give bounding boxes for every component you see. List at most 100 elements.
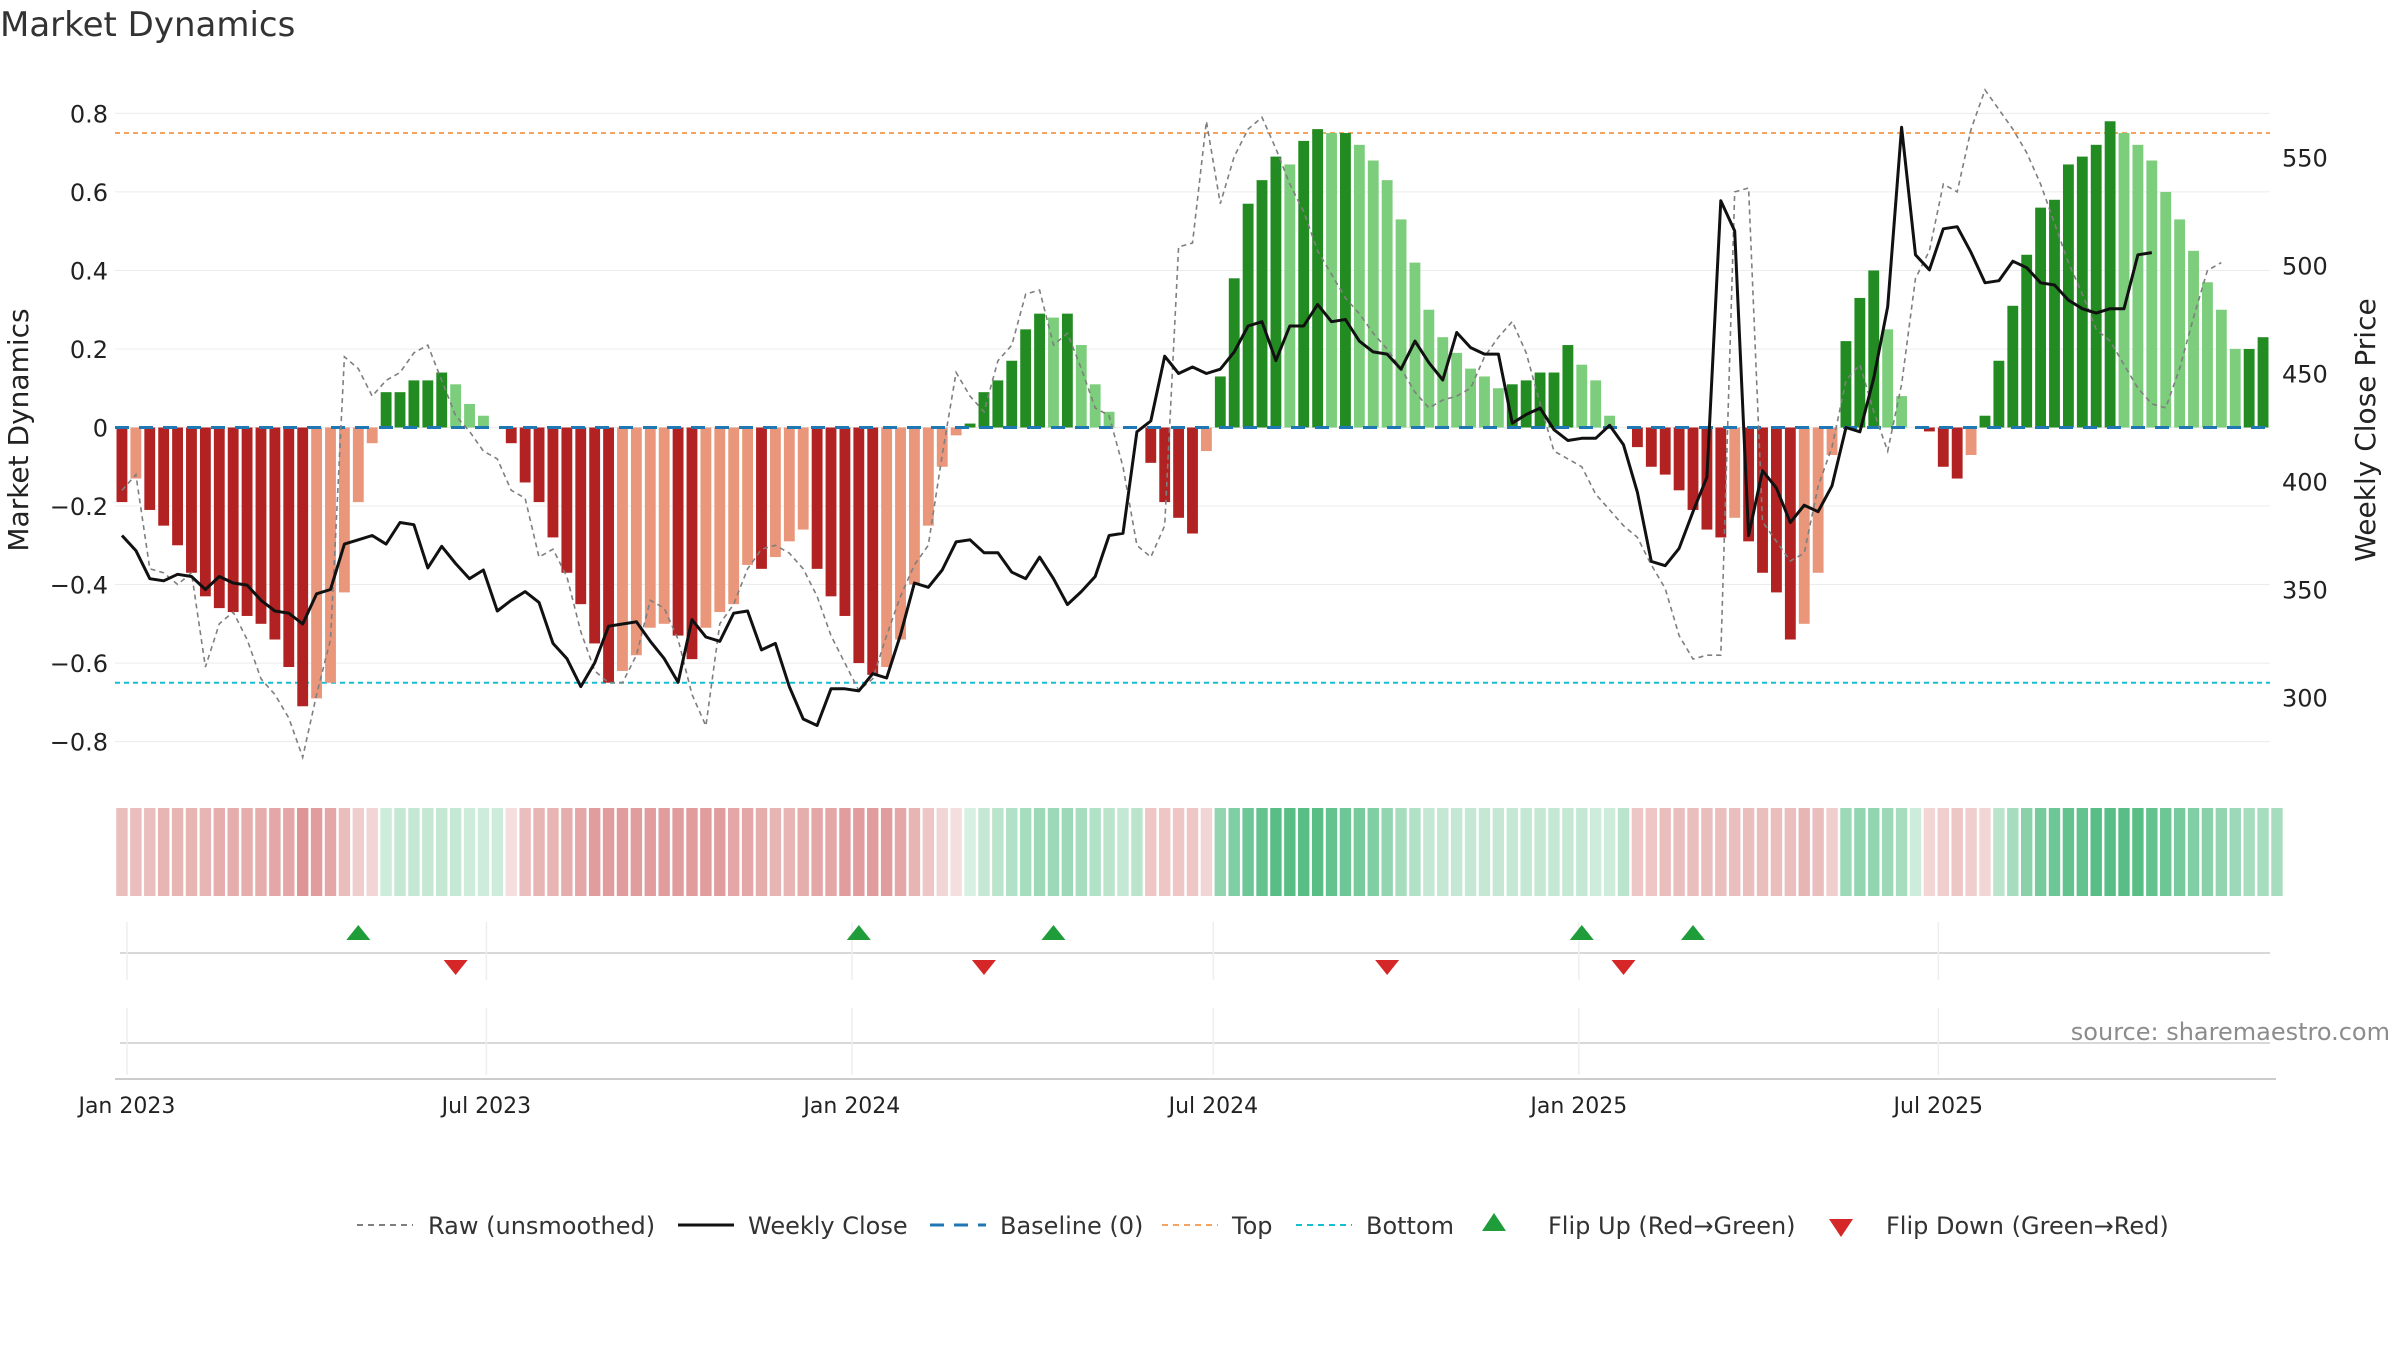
dynamics-bar xyxy=(839,427,851,616)
regime-band-cell xyxy=(1701,808,1713,896)
regime-band-cell xyxy=(922,808,935,896)
regime-band-cell xyxy=(2243,808,2255,896)
dynamics-bar xyxy=(2243,348,2255,428)
regime-band-cell xyxy=(741,808,754,896)
dynamics-bar xyxy=(519,427,531,483)
legend: Raw (unsmoothed) Weekly Close Baseline (… xyxy=(357,1212,2169,1240)
regime-band-cell xyxy=(463,808,476,896)
regime-band-cell xyxy=(1186,808,1199,896)
regime-band-cell xyxy=(1576,808,1588,896)
regime-band-cell xyxy=(422,808,434,896)
dynamics-bar xyxy=(686,427,698,660)
dynamics-bar xyxy=(797,427,809,530)
dynamics-bar xyxy=(881,427,893,667)
regime-band-cell xyxy=(547,808,559,896)
regime-band-cell xyxy=(171,808,184,896)
regime-band-cell xyxy=(630,808,643,896)
y2-tick-label: 550 xyxy=(2282,145,2328,173)
regime-band-cell xyxy=(1006,808,1018,896)
regime-band-cell xyxy=(366,808,378,896)
regime-band-cell xyxy=(1826,808,1838,896)
regime-band-cell xyxy=(2048,808,2061,896)
regime-band-cell xyxy=(1353,808,1366,896)
dynamics-bar xyxy=(2104,121,2116,428)
dynamics-bar xyxy=(338,427,350,593)
regime-band-cell xyxy=(1909,808,1922,896)
regime-band-cell xyxy=(700,808,712,896)
dynamics-bar xyxy=(630,427,642,656)
dynamics-bar xyxy=(1923,427,1935,432)
regime-band-cell xyxy=(2201,808,2214,896)
regime-band-cell xyxy=(2146,808,2158,896)
dynamics-bar xyxy=(1061,313,1073,428)
y-tick-label: 0.4 xyxy=(70,257,108,285)
regime-band-cell xyxy=(310,808,323,896)
regime-band-cell xyxy=(1673,808,1685,896)
dynamics-bar xyxy=(1826,427,1838,455)
dynamics-bar xyxy=(1784,427,1796,640)
dynamics-bar xyxy=(2035,207,2047,428)
regime-band-cell xyxy=(2229,808,2241,896)
dynamics-bar xyxy=(533,427,545,503)
regime-band-cell xyxy=(1464,808,1477,896)
regime-band-cell xyxy=(1200,808,1213,896)
regime-band-cell xyxy=(519,808,531,896)
regime-band-cell xyxy=(1548,808,1560,896)
regime-band-cell xyxy=(199,808,212,896)
dynamics-bar xyxy=(1423,309,1435,428)
dynamics-bar xyxy=(297,427,309,707)
flip-up-marker xyxy=(1681,925,1706,940)
regime-band-cell xyxy=(1756,808,1769,896)
regime-band-cell xyxy=(352,808,365,896)
dynamics-bar xyxy=(505,427,517,444)
dynamics-bar xyxy=(1145,427,1157,463)
regime-band-cell xyxy=(1659,808,1671,896)
dynamics-bar xyxy=(1548,372,1560,428)
regime-band-cell xyxy=(1534,808,1546,896)
dynamics-bar xyxy=(1645,427,1657,467)
dynamics-bar xyxy=(1256,180,1268,428)
dynamics-bar xyxy=(672,427,684,636)
regime-band-cell xyxy=(2090,808,2102,896)
dynamics-bar xyxy=(1187,427,1198,534)
regime-band-cell xyxy=(1339,808,1352,896)
regime-band-cell xyxy=(1131,808,1143,896)
dynamics-bar xyxy=(269,427,281,640)
regime-band-cell xyxy=(1478,808,1491,896)
dynamics-bar xyxy=(2257,337,2269,428)
regime-band-cell xyxy=(1298,808,1310,896)
regime-band-cell xyxy=(1812,808,1824,896)
dynamics-bar xyxy=(227,427,239,613)
y-tick-label: −0.6 xyxy=(50,650,108,678)
legend-flip-down-label: Flip Down (Green→Red) xyxy=(1886,1212,2169,1240)
y-tick-label: −0.2 xyxy=(50,493,108,521)
dynamics-bar xyxy=(700,427,712,628)
regime-band-cell xyxy=(408,808,420,896)
dynamics-bar xyxy=(1479,376,1490,428)
regime-band-cell xyxy=(436,808,448,896)
regime-band-cell xyxy=(2020,808,2033,896)
regime-band-cell xyxy=(1993,808,2005,896)
legend-flip-up-label: Flip Up (Red→Green) xyxy=(1548,1212,1796,1240)
regime-band-cell xyxy=(1242,808,1254,896)
regime-band-cell xyxy=(1409,808,1421,896)
dynamics-bar xyxy=(1367,160,1379,428)
dynamics-bar xyxy=(394,392,406,428)
weekly-close-line xyxy=(120,125,2153,727)
regime-band-cell xyxy=(1715,808,1727,896)
dynamics-bar xyxy=(1743,427,1755,542)
dynamics-bar xyxy=(922,427,934,526)
dynamics-bar xyxy=(144,427,156,510)
y2-tick-label: 450 xyxy=(2282,361,2328,389)
regime-band-cell xyxy=(2062,808,2075,896)
y-tick-label: 0.8 xyxy=(70,100,108,128)
y2-tick-label: 300 xyxy=(2282,684,2328,712)
dynamics-bar xyxy=(1534,372,1546,428)
regime-band-cell xyxy=(1311,808,1324,896)
regime-band-cell xyxy=(1506,808,1518,896)
dynamics-bar xyxy=(1993,360,2005,428)
dynamics-bar xyxy=(1034,313,1045,428)
dynamics-bar xyxy=(2202,282,2213,428)
regime-band-cell xyxy=(2007,808,2019,896)
